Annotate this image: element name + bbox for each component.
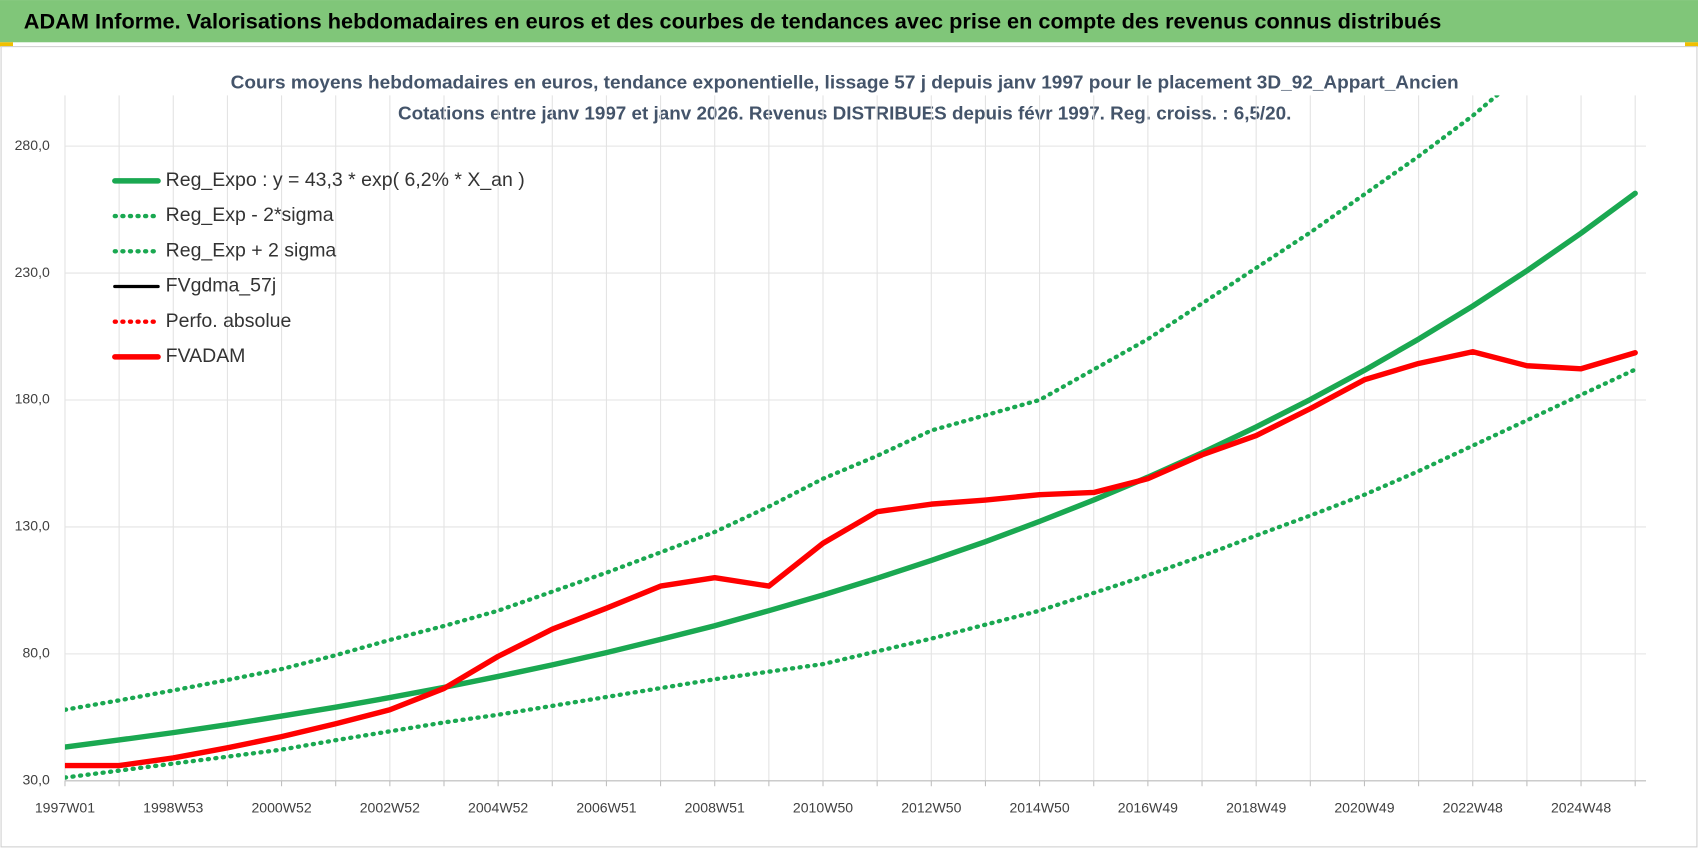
header-band (0, 0, 1698, 43)
x-tick-label: 2018W49 (1226, 800, 1286, 816)
legend-label: Perfo. absolue (166, 310, 292, 332)
x-tick-label: 2006W51 (576, 800, 636, 816)
chart-title: Cours moyens hebdomadaires en euros, ten… (231, 71, 1459, 92)
legend-label: Reg_Exp - 2*sigma (166, 204, 334, 226)
y-tick-label: 280,0 (15, 137, 50, 153)
chart-subtitle: Cotations entre janv 1997 et janv 2026. … (398, 103, 1291, 124)
x-tick-label: 2004W52 (468, 800, 528, 816)
series-line (64, 367, 1638, 780)
series-line (64, 190, 1638, 750)
x-tick-label: 2020W49 (1334, 800, 1394, 816)
y-tick-label: 130,0 (15, 518, 50, 534)
x-tick-label: 2010W50 (793, 800, 853, 816)
y-tick-label: 230,0 (15, 264, 50, 280)
legend-label: FVgdma_57j (166, 275, 276, 297)
x-tick-label: 1998W53 (143, 800, 203, 816)
header-title: ADAM Informe. Valorisations hebdomadaire… (24, 9, 1442, 34)
x-tick-label: 2002W52 (360, 800, 420, 816)
y-tick-label: 180,0 (15, 391, 50, 407)
series-line (64, 349, 1638, 769)
x-tick-label: 2022W48 (1443, 800, 1503, 816)
y-tick-label: 30,0 (22, 772, 50, 788)
x-tick-label: 2008W51 (685, 800, 745, 816)
x-tick-label: 1997W01 (35, 800, 95, 816)
x-tick-label: 2016W49 (1118, 800, 1178, 816)
series-line (64, 95, 1501, 712)
x-tick-label: 2012W50 (901, 800, 961, 816)
legend-label: FVADAM (166, 345, 246, 367)
chart-border (0, 46, 1698, 848)
x-tick-label: 2024W48 (1551, 800, 1611, 816)
legend-label: Reg_Expo : y = 43,3 * exp( 6,2% * X_an ) (166, 169, 525, 191)
x-tick-label: 2014W50 (1009, 800, 1069, 816)
legend-label: Reg_Exp + 2 sigma (166, 239, 337, 261)
y-tick-label: 80,0 (22, 645, 50, 661)
x-tick-label: 2000W52 (251, 800, 311, 816)
corner-mark (0, 42, 13, 47)
plot-area (64, 95, 1638, 780)
corner-mark (1685, 42, 1698, 47)
